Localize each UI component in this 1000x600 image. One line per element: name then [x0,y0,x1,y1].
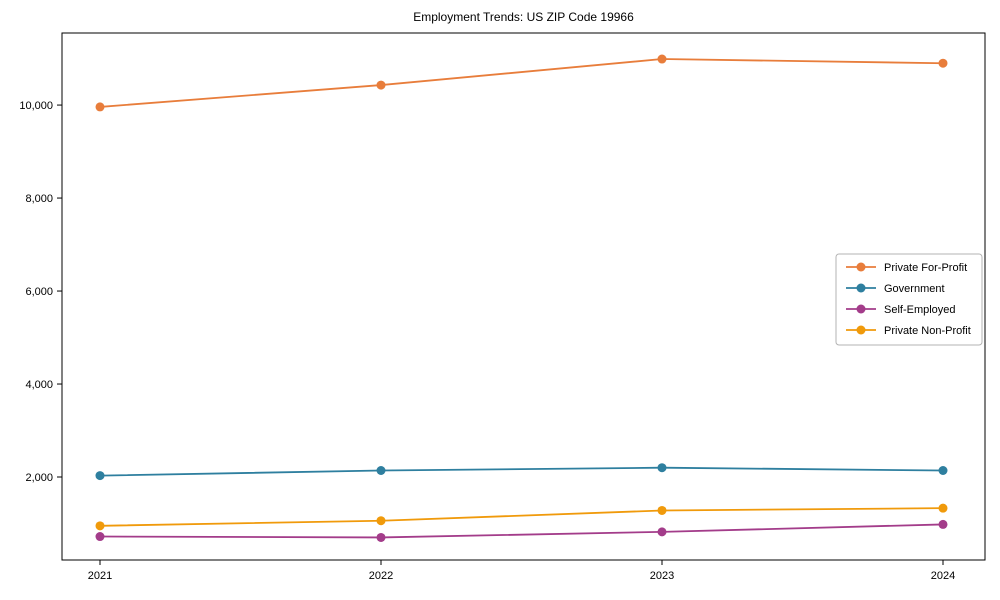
y-axis-tick-label: 6,000 [25,286,53,298]
series-marker-1 [95,471,105,481]
series-line-1 [99,466,944,477]
series-marker-0 [376,80,386,90]
series-marker-2 [657,527,667,537]
legend-marker [856,325,866,335]
legend-box [835,253,983,346]
series-marker-0 [938,58,948,68]
series-marker-0 [657,54,667,64]
series-line-3 [99,507,944,527]
y-axis-tick-label: 10,000 [19,100,53,112]
legend-item-label: Government [884,283,945,295]
chart-title: Employment Trends: US ZIP Code 19966 [413,10,634,24]
y-axis-tick-label: 4,000 [25,379,53,391]
plot-frame [61,32,986,561]
series-line-0 [99,58,944,108]
series-marker-3 [657,505,667,515]
legend-item-label: Self-Employed [884,304,956,316]
legend-item-label: Private For-Profit [884,262,967,274]
series-marker-0 [95,102,105,112]
x-axis-tick-label: 2024 [931,570,955,582]
series-marker-3 [376,516,386,526]
x-axis-tick-label: 2022 [369,570,393,582]
legend-item-label: Private Non-Profit [884,325,971,337]
series-marker-3 [95,521,105,531]
legend-marker [856,262,866,272]
series-marker-2 [95,532,105,542]
series-marker-1 [938,466,948,476]
series-marker-1 [657,463,667,473]
x-axis-tick-label: 2021 [88,570,112,582]
legend-marker [856,304,866,314]
legend-marker [856,283,866,293]
series-marker-3 [938,503,948,513]
y-axis-tick-label: 2,000 [25,472,53,484]
series-line-2 [99,523,944,539]
y-axis-tick-label: 8,000 [25,193,53,205]
series-marker-1 [376,466,386,476]
x-axis-tick-label: 2023 [650,570,674,582]
series-marker-2 [938,519,948,529]
series-marker-2 [376,532,386,542]
